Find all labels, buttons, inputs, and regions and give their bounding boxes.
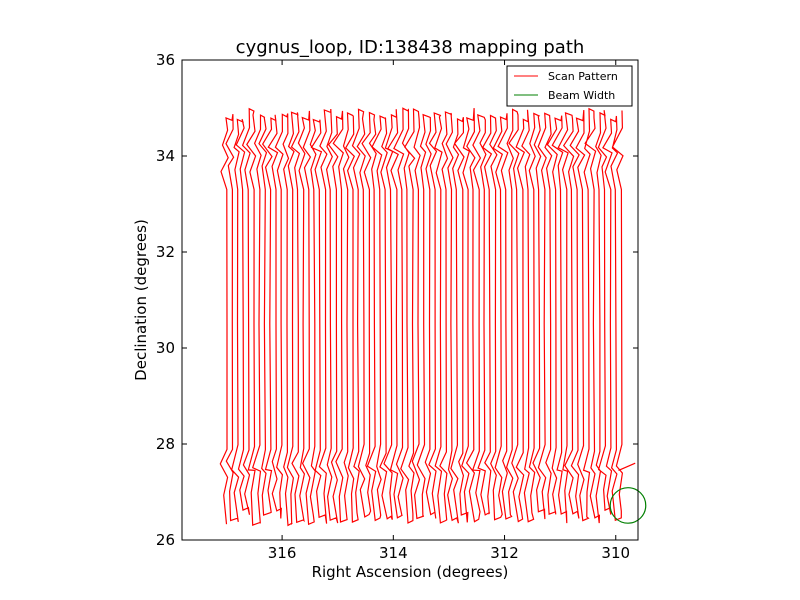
y-tick-label: 32 — [156, 243, 175, 261]
beam-width-circle — [609, 487, 647, 524]
legend-label-scan-pattern: Scan Pattern — [548, 70, 618, 83]
scan-pattern-layer — [219, 107, 636, 527]
legend-label-beam-width: Beam Width — [548, 89, 615, 102]
x-tick-label: 310 — [601, 544, 630, 562]
y-tick-label: 36 — [156, 51, 175, 69]
axis-ticks: 316 314 312 310 26 28 30 32 34 36 — [156, 51, 638, 562]
y-axis-label: Declination (degrees) — [132, 219, 150, 381]
y-tick-label: 34 — [156, 147, 175, 165]
axes-frame — [181, 59, 639, 541]
chart-title: cygnus_loop, ID:138438 mapping path — [236, 37, 585, 58]
legend: Scan Pattern Beam Width — [506, 65, 633, 107]
plot-area — [219, 107, 647, 527]
y-tick-label: 30 — [156, 339, 175, 357]
legend-box — [506, 65, 633, 107]
x-tick-label: 312 — [490, 544, 519, 562]
beam-width-layer — [609, 487, 647, 524]
x-axis-label: Right Ascension (degrees) — [312, 563, 509, 581]
x-tick-label: 316 — [268, 544, 297, 562]
x-tick-label: 314 — [379, 544, 408, 562]
y-tick-label: 28 — [156, 435, 175, 453]
y-tick-label: 26 — [156, 531, 175, 549]
scan-pattern-line — [219, 107, 636, 527]
